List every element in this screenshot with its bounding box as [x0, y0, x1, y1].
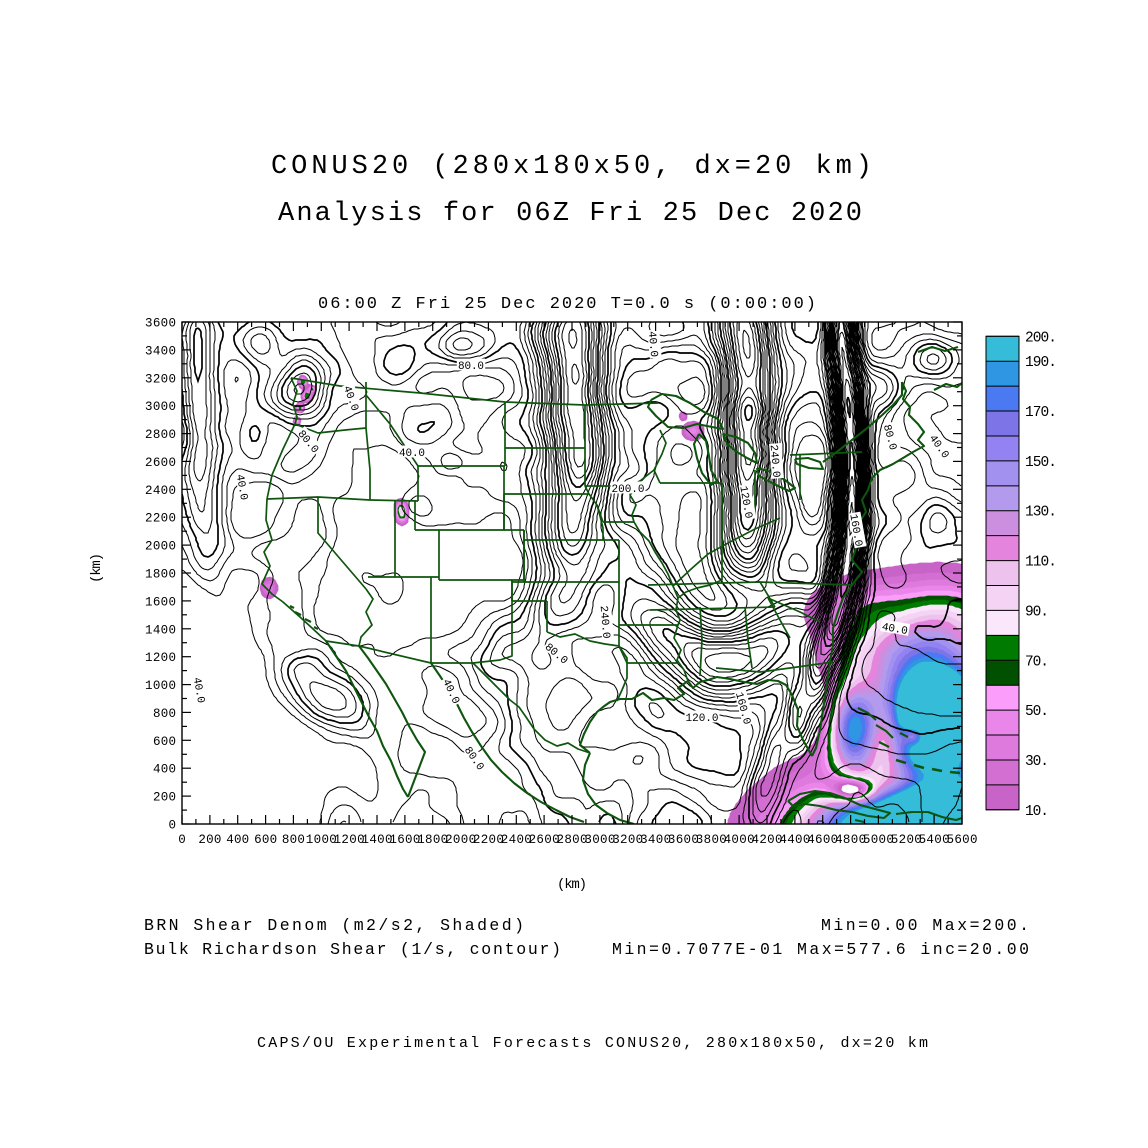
- svg-text:2400: 2400: [145, 484, 176, 498]
- svg-text:2800: 2800: [557, 833, 588, 847]
- svg-text:1000: 1000: [306, 833, 337, 847]
- svg-text:200.: 200.: [1025, 330, 1057, 346]
- svg-text:1600: 1600: [145, 595, 176, 609]
- svg-text:200.0: 200.0: [612, 484, 645, 496]
- svg-text:200: 200: [198, 833, 221, 847]
- svg-text:4800: 4800: [835, 833, 866, 847]
- svg-text:5200: 5200: [891, 833, 922, 847]
- svg-text:40.0: 40.0: [190, 677, 206, 705]
- svg-text:10.: 10.: [1025, 804, 1049, 820]
- svg-text:2200: 2200: [145, 512, 176, 526]
- svg-text:3200: 3200: [145, 372, 176, 386]
- svg-text:2600: 2600: [529, 833, 560, 847]
- svg-text:1400: 1400: [362, 833, 393, 847]
- svg-text:40.0: 40.0: [881, 622, 909, 638]
- svg-text:200: 200: [153, 791, 176, 805]
- svg-text:120.0: 120.0: [686, 713, 719, 725]
- svg-text:BRN Shear Denom (m2/s2, Shaded: BRN Shear Denom (m2/s2, Shaded): [144, 916, 524, 935]
- svg-text:40.0: 40.0: [340, 384, 360, 413]
- svg-text:1200: 1200: [145, 651, 176, 665]
- svg-text:(km): (km): [557, 877, 587, 893]
- svg-text:40.0: 40.0: [399, 448, 425, 460]
- svg-text:(km): (km): [89, 553, 105, 583]
- svg-text:2400: 2400: [501, 833, 532, 847]
- svg-text:4600: 4600: [807, 833, 838, 847]
- svg-text:1200: 1200: [334, 833, 365, 847]
- svg-text:3400: 3400: [640, 833, 671, 847]
- svg-text:90.: 90.: [1025, 604, 1049, 620]
- svg-text:Analysis for 06Z Fri 25 Dec 20: Analysis for 06Z Fri 25 Dec 2020: [278, 199, 862, 229]
- svg-text:2000: 2000: [145, 540, 176, 554]
- svg-text:600: 600: [153, 735, 176, 749]
- svg-text:240.0: 240.0: [767, 444, 782, 478]
- svg-text:Bulk Richardson Shear (1/s, co: Bulk Richardson Shear (1/s, contour): [144, 940, 561, 959]
- svg-text:3000: 3000: [145, 400, 176, 414]
- svg-text:4400: 4400: [779, 833, 810, 847]
- svg-text:240.0: 240.0: [597, 605, 612, 639]
- svg-text:30.: 30.: [1025, 754, 1049, 770]
- svg-text:1600: 1600: [389, 833, 420, 847]
- svg-text:110.: 110.: [1025, 555, 1057, 571]
- svg-text:2000: 2000: [445, 833, 476, 847]
- svg-text:3800: 3800: [696, 833, 727, 847]
- svg-text:0: 0: [168, 819, 176, 833]
- svg-text:CONUS20 (280x180x50, dx=20 km): CONUS20 (280x180x50, dx=20 km): [271, 152, 872, 182]
- svg-text:3200: 3200: [612, 833, 643, 847]
- svg-text:Min=0.7077E-01 Max=577.6 inc=2: Min=0.7077E-01 Max=577.6 inc=20.00: [612, 940, 1029, 959]
- svg-text:2200: 2200: [473, 833, 504, 847]
- svg-text:40.0: 40.0: [439, 678, 461, 707]
- svg-text:1800: 1800: [417, 833, 448, 847]
- svg-text:0: 0: [178, 833, 186, 847]
- svg-text:190.: 190.: [1025, 355, 1057, 371]
- svg-text:Min=0.00 Max=200.: Min=0.00 Max=200.: [821, 916, 1029, 935]
- svg-text:06:00 Z Fri 25 Dec 2020 T=0.: 06:00 Z Fri 25 Dec 2020 T=0.0 s (0:00:00…: [318, 295, 816, 314]
- svg-text:CAPS/OU Experimental Forecasts: CAPS/OU Experimental Forecasts CONUS20, …: [257, 1035, 928, 1052]
- svg-text:5600: 5600: [947, 833, 978, 847]
- svg-text:600: 600: [254, 833, 277, 847]
- svg-text:50.: 50.: [1025, 704, 1049, 720]
- svg-text:5400: 5400: [919, 833, 950, 847]
- svg-text:400: 400: [153, 763, 176, 777]
- svg-text:150.: 150.: [1025, 455, 1057, 471]
- svg-text:80.0: 80.0: [458, 361, 484, 373]
- svg-text:160.0: 160.0: [732, 691, 752, 726]
- svg-text:4000: 4000: [724, 833, 755, 847]
- svg-text:2600: 2600: [145, 456, 176, 470]
- svg-text:4200: 4200: [752, 833, 783, 847]
- svg-text:5000: 5000: [863, 833, 894, 847]
- svg-text:40.0: 40.0: [645, 331, 659, 358]
- svg-text:170.: 170.: [1025, 405, 1057, 421]
- svg-text:2800: 2800: [145, 428, 176, 442]
- svg-text:3400: 3400: [145, 344, 176, 358]
- svg-text:40.0: 40.0: [233, 474, 249, 502]
- svg-text:1000: 1000: [145, 679, 176, 693]
- svg-text:800: 800: [282, 833, 305, 847]
- svg-text:3600: 3600: [145, 317, 176, 331]
- svg-text:160.0: 160.0: [846, 513, 864, 548]
- svg-text:70.: 70.: [1025, 654, 1049, 670]
- svg-text:1800: 1800: [145, 568, 176, 582]
- svg-text:1400: 1400: [145, 623, 176, 637]
- svg-text:120.0: 120.0: [736, 485, 754, 520]
- svg-text:130.: 130.: [1025, 505, 1057, 521]
- svg-text:3600: 3600: [668, 833, 699, 847]
- svg-text:80.0: 80.0: [880, 423, 898, 451]
- svg-text:400: 400: [226, 833, 249, 847]
- svg-text:3000: 3000: [584, 833, 615, 847]
- svg-text:800: 800: [153, 707, 176, 721]
